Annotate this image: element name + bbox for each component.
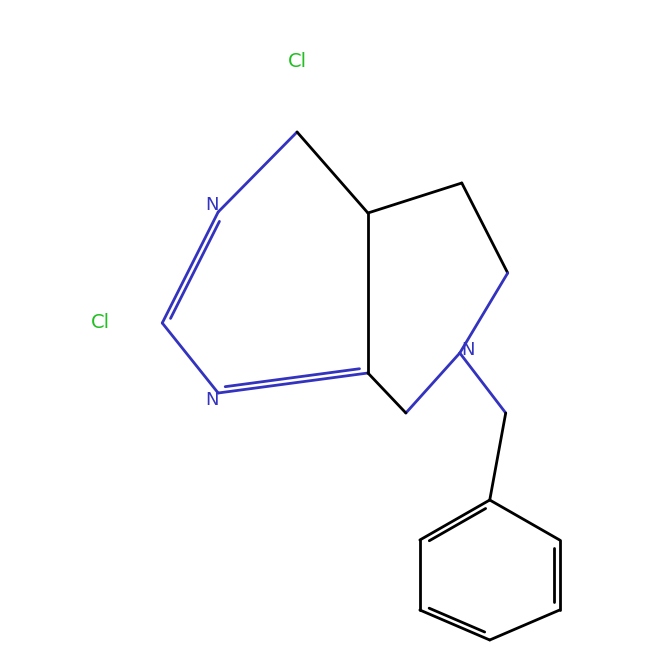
Text: N: N [205, 391, 218, 409]
Text: N: N [205, 197, 218, 214]
Text: N: N [461, 340, 475, 359]
Text: Cl: Cl [91, 314, 110, 333]
Text: Cl: Cl [288, 53, 306, 72]
